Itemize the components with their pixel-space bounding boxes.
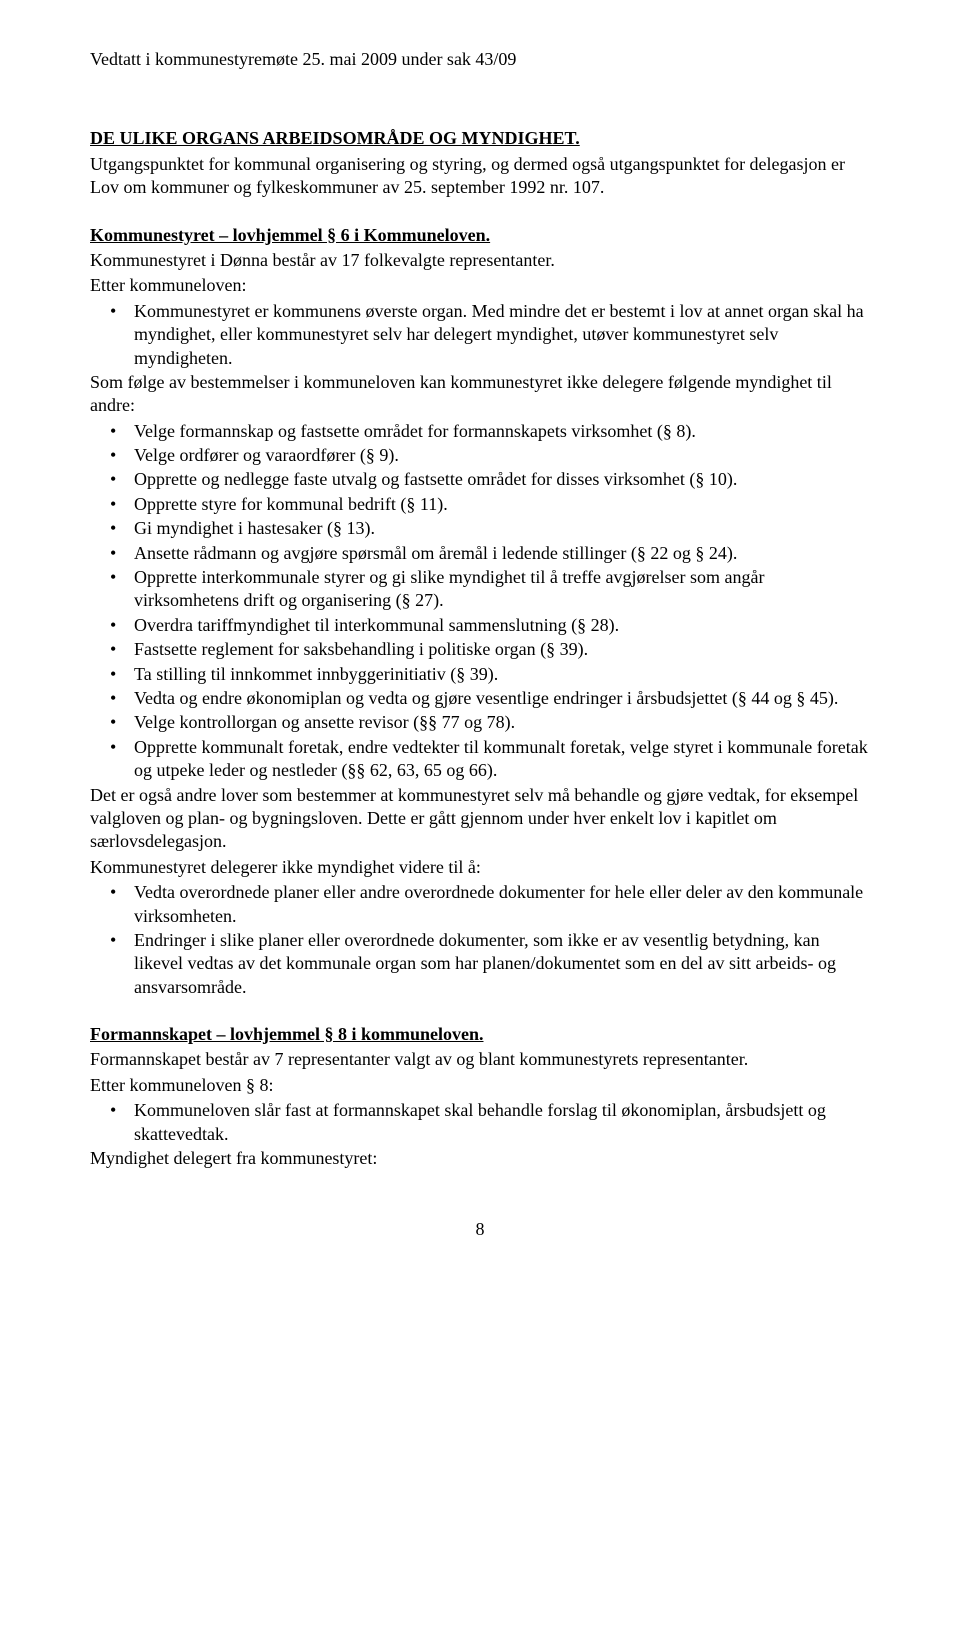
ks-line2: Etter kommuneloven: [90,274,870,297]
intro-paragraph: Utgangspunktet for kommunal organisering… [90,153,870,200]
ks-para3: Det er også andre lover som bestemmer at… [90,784,870,854]
list-item: Overdra tariffmyndighet til interkommuna… [90,614,870,637]
list-item: Opprette og nedlegge faste utvalg og fas… [90,468,870,491]
kommunestyret-heading: Kommunestyret – lovhjemmel § 6 i Kommune… [90,224,870,247]
formannskapet-heading: Formannskapet – lovhjemmel § 8 i kommune… [90,1023,870,1046]
list-item: Endringer i slike planer eller overordne… [90,929,870,999]
main-title: DE ULIKE ORGANS ARBEIDSOMRÅDE OG MYNDIGH… [90,127,870,150]
list-item: Gi myndighet i hastesaker (§ 13). [90,517,870,540]
list-item: Fastsette reglement for saksbehandling i… [90,638,870,661]
list-item: Ansette rådmann og avgjøre spørsmål om å… [90,542,870,565]
fs-line1: Formannskapet består av 7 representanter… [90,1048,870,1071]
page-number: 8 [90,1218,870,1241]
ks-list2: Velge formannskap og fastsette området f… [90,420,870,783]
list-item: Velge formannskap og fastsette området f… [90,420,870,443]
list-item: Vedta overordnede planer eller andre ove… [90,881,870,928]
ks-list1: Kommunestyret er kommunens øverste organ… [90,300,870,370]
list-item: Velge kontrollorgan og ansette revisor (… [90,711,870,734]
list-item: Opprette interkommunale styrer og gi sli… [90,566,870,613]
list-item: Kommuneloven slår fast at formannskapet … [90,1099,870,1146]
fs-line3: Myndighet delegert fra kommunestyret: [90,1147,870,1170]
list-item: Ta stilling til innkommet innbyggeriniti… [90,663,870,686]
fs-list1: Kommuneloven slår fast at formannskapet … [90,1099,870,1146]
list-item: Vedta og endre økonomiplan og vedta og g… [90,687,870,710]
list-item: Velge ordfører og varaordfører (§ 9). [90,444,870,467]
list-item: Opprette kommunalt foretak, endre vedtek… [90,736,870,783]
ks-line1: Kommunestyret i Dønna består av 17 folke… [90,249,870,272]
fs-line2: Etter kommuneloven § 8: [90,1074,870,1097]
doc-header: Vedtatt i kommunestyremøte 25. mai 2009 … [90,48,870,71]
list-item: Kommunestyret er kommunens øverste organ… [90,300,870,370]
ks-para4: Kommunestyret delegerer ikke myndighet v… [90,856,870,879]
list-item: Opprette styre for kommunal bedrift (§ 1… [90,493,870,516]
ks-para2: Som følge av bestemmelser i kommuneloven… [90,371,870,418]
ks-list3: Vedta overordnede planer eller andre ove… [90,881,870,999]
